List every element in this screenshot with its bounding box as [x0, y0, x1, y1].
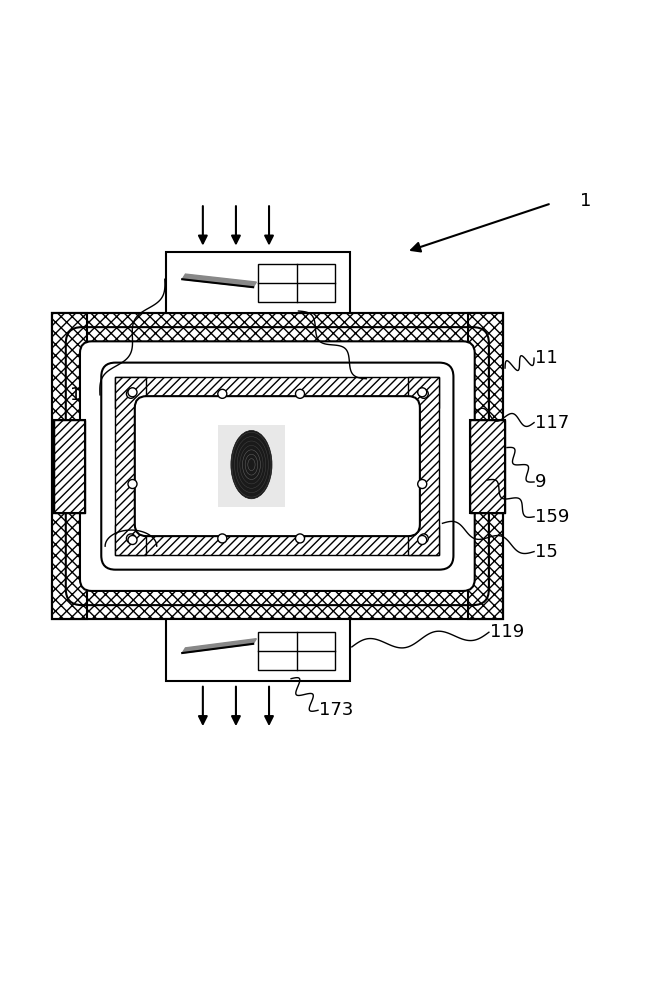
Bar	[115, 525, 439, 555]
Bar	[52, 584, 503, 619]
Text: 119: 119	[490, 623, 524, 641]
FancyBboxPatch shape	[135, 396, 420, 536]
Circle shape	[418, 535, 427, 545]
Text: 173: 173	[319, 701, 353, 719]
Polygon shape	[182, 274, 256, 287]
Bar	[52, 313, 503, 619]
Text: 115: 115	[70, 386, 104, 404]
Bar	[52, 313, 87, 619]
Bar	[217, 425, 285, 507]
Text: 15: 15	[535, 543, 558, 561]
Bar	[470, 420, 505, 513]
Text: 171: 171	[368, 370, 402, 388]
Bar	[470, 420, 505, 513]
Circle shape	[419, 389, 428, 398]
Polygon shape	[182, 639, 256, 653]
Bar	[258, 264, 335, 302]
Circle shape	[418, 479, 427, 489]
Text: 9: 9	[535, 473, 547, 491]
Circle shape	[295, 389, 304, 398]
Bar	[52, 313, 503, 348]
FancyBboxPatch shape	[80, 341, 475, 591]
Circle shape	[419, 534, 428, 543]
Bar	[54, 420, 85, 513]
Bar	[54, 420, 85, 513]
Circle shape	[126, 534, 135, 543]
Bar	[468, 313, 503, 619]
Circle shape	[218, 389, 227, 398]
Bar	[115, 377, 439, 408]
Bar	[166, 252, 350, 313]
Text: 11: 11	[535, 349, 558, 367]
Ellipse shape	[231, 431, 272, 499]
Circle shape	[128, 388, 137, 397]
Circle shape	[128, 479, 137, 489]
Circle shape	[128, 535, 137, 545]
Circle shape	[418, 388, 427, 397]
Text: 1: 1	[580, 192, 592, 210]
Bar	[115, 377, 146, 555]
Circle shape	[126, 389, 135, 398]
Text: 159: 159	[535, 508, 570, 526]
Circle shape	[295, 534, 304, 543]
Bar	[166, 619, 350, 681]
Circle shape	[218, 534, 227, 543]
Text: 117: 117	[535, 414, 570, 432]
Bar	[258, 632, 335, 670]
Bar	[408, 377, 439, 555]
